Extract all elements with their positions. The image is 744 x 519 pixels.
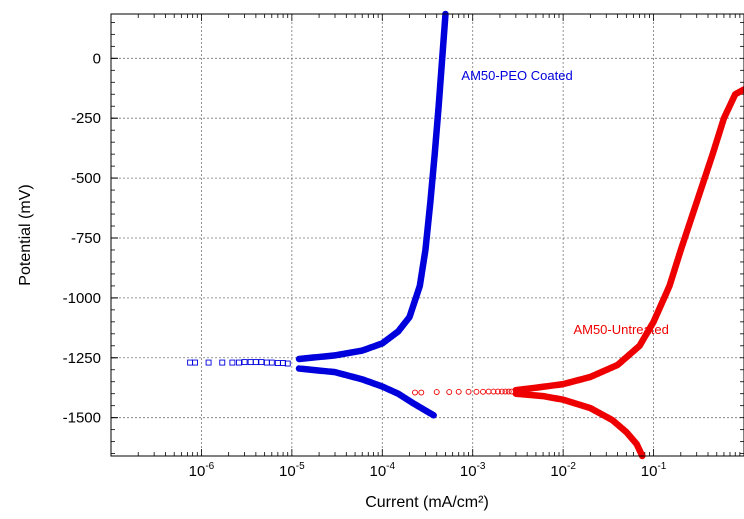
series-layer — [187, 10, 744, 460]
am50-untreated-cathodic-branch — [512, 390, 646, 460]
am50-peo-coated-data-point — [252, 359, 259, 366]
am50-untreated-data-point — [498, 388, 505, 395]
am50-peo-coated-data-point — [219, 359, 226, 366]
plot-frame — [110, 13, 744, 457]
am50-peo-coated-data-point — [236, 359, 242, 366]
annotation-layer: AM50-PEO Coated AM50-Untreated — [461, 68, 668, 337]
am50-peo-coated-data-point — [192, 359, 198, 366]
x-tick-labels: 10-6 10-5 10-4 10-3 10-2 10-1 — [189, 461, 667, 480]
x-tick-label: 10-6 — [189, 461, 215, 480]
am50-peo-coated-data-point — [258, 359, 265, 366]
am50-peo-coated-data-point — [268, 359, 275, 366]
am50-untreated-data-point — [455, 388, 462, 395]
am50-untreated-data-point — [473, 388, 480, 395]
am50-peo-coated-data-point — [241, 359, 248, 366]
am50-untreated-data-point — [446, 389, 453, 395]
am50-untreated-anodic-branch — [512, 86, 744, 394]
y-axis-label: Potential (mV) — [17, 184, 34, 285]
am50-untreated-data-point — [480, 388, 486, 395]
series-annotation: AM50-PEO Coated — [461, 68, 572, 83]
x-axis-label: Current (mA/cm²) — [365, 494, 489, 511]
x-tick-label: 10-2 — [550, 461, 576, 480]
am50-peo-coated-data-point — [205, 359, 212, 366]
x-tick-label: 10-1 — [641, 461, 667, 480]
series-annotation: AM50-Untreated — [573, 322, 668, 337]
am50-untreated-data-point — [490, 388, 497, 395]
y-tick-label: -1500 — [63, 410, 101, 427]
y-tick-label: 0 — [93, 50, 101, 67]
am50-untreated-data-point — [494, 388, 501, 395]
y-tick-label: -250 — [71, 110, 101, 127]
am50-untreated-data-point — [412, 389, 418, 396]
y-tick-label: -1250 — [63, 350, 101, 367]
grid-layer — [111, 14, 744, 456]
am50-untreated-data-point — [505, 388, 512, 395]
am50-untreated-data-point — [502, 388, 509, 395]
y-tick-label: -1000 — [63, 290, 101, 307]
am50-peo-coated-data-point — [229, 359, 236, 366]
x-tick-label: 10-5 — [279, 461, 305, 480]
am50-untreated-data-point — [433, 389, 440, 395]
y-tick-labels: 0 -250 -500 -750 -1000 -1250 -1500 — [63, 50, 101, 426]
am50-untreated-data-point — [418, 389, 425, 396]
y-tick-label: -750 — [71, 230, 101, 247]
am50-peo-coated-cathodic-branch — [295, 365, 437, 419]
am50-peo-coated-anodic-branch — [295, 10, 449, 363]
am50-untreated-data-point — [465, 388, 472, 395]
x-tick-label: 10-4 — [369, 461, 395, 480]
am50-untreated-data-point — [508, 388, 515, 395]
x-tick-label: 10-3 — [460, 461, 486, 480]
am50-peo-coated-data-point — [284, 360, 291, 367]
y-tick-label: -500 — [71, 170, 101, 187]
